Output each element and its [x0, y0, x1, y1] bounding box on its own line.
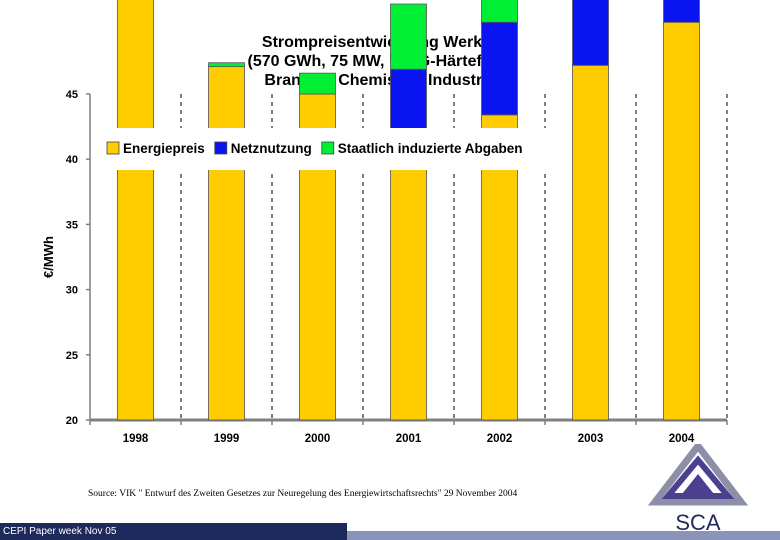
x-tick-label: 2003: [578, 433, 604, 445]
stacked-bar-chart: 20 25 30 35 40 45 €/MWh 1998 1999 2000 2001 2002 200…: [41, 0, 728, 445]
bar-energiepreis-1999: [208, 66, 245, 421]
y-tick-label: 30: [66, 285, 78, 297]
x-tick-label: 2002: [487, 433, 513, 445]
y-tick-label: 40: [66, 154, 78, 166]
bar-energiepreis-2001: [390, 132, 427, 421]
y-tick-label: 35: [66, 219, 78, 231]
chart-title-line-2: (570 GWh, 75 MW, "EEG-Härtefall"): [247, 53, 513, 70]
bar-staatlich-induzierte-abgaben-1999: [208, 62, 245, 68]
y-tick-label: 25: [66, 350, 78, 362]
legend-swatch-staatlich-induzierte-abgaben: [321, 141, 335, 155]
bar-netznutzung-2004: [663, 0, 700, 23]
legend-label: Energiepreis: [123, 141, 205, 156]
legend-label: Netznutzung: [231, 141, 312, 156]
y-tick-label: 45: [66, 89, 78, 101]
sca-logo: SCA: [648, 444, 748, 534]
legend-swatch-netznutzung: [214, 141, 228, 155]
x-tick-label: 2000: [305, 433, 331, 445]
bar-netznutzung-2002: [481, 21, 518, 116]
bar-staatlich-induzierte-abgaben-2002: [481, 0, 518, 23]
bar-energiepreis-2003: [572, 64, 609, 421]
bar-netznutzung-2003: [572, 0, 609, 66]
y-tick-label: 20: [66, 415, 78, 427]
bar-staatlich-induzierte-abgaben-2000: [299, 72, 336, 95]
y-axis-label: €/MWh: [41, 236, 56, 278]
x-tick-label: 1998: [123, 433, 149, 445]
footer-bar-right: [347, 531, 780, 540]
x-tick-label: 2004: [669, 433, 695, 445]
x-tick-label: 2001: [396, 433, 422, 445]
legend-label: Staatlich induzierte Abgaben: [338, 141, 523, 156]
legend-swatch-energiepreis: [106, 141, 120, 155]
source-note: Source: VIK " Entwurf des Zweiten Gesetz…: [88, 489, 518, 499]
bar-netznutzung-2001: [390, 68, 427, 134]
sca-logo-text: SCA: [675, 510, 721, 534]
x-tick-label: 1999: [214, 433, 240, 445]
bar-energiepreis-1998: [117, 0, 154, 421]
chart-title-line-1: Strompreisentwicklung Werk B: [261, 34, 499, 51]
bar-staatlich-induzierte-abgaben-2001: [390, 3, 427, 70]
sca-logo-mark-icon: [648, 444, 748, 506]
bar-energiepreis-2004: [663, 21, 700, 421]
footer-bar: CEPI Paper week Nov 05: [0, 523, 347, 540]
